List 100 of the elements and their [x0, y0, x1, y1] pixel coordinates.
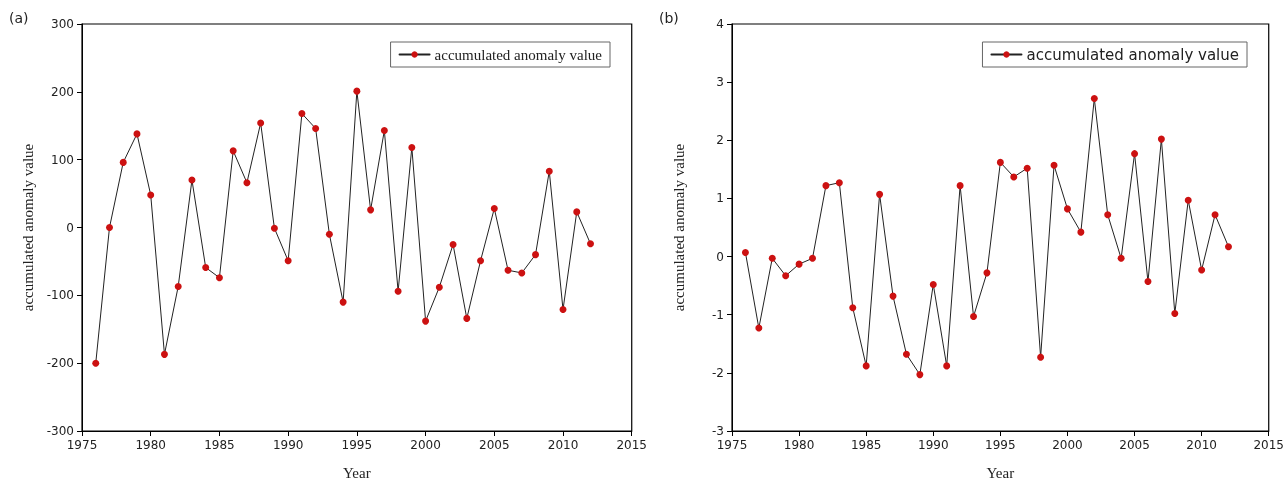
- point: [92, 359, 100, 367]
- point: [367, 206, 375, 214]
- point: [1184, 196, 1192, 204]
- point: [587, 240, 594, 248]
- point: [147, 191, 155, 199]
- point: [1144, 278, 1152, 286]
- point: [835, 179, 843, 187]
- point: [284, 257, 292, 265]
- point: [956, 182, 964, 190]
- point: [741, 249, 749, 256]
- point: [916, 371, 924, 379]
- x-tick-label: 2005: [1119, 438, 1150, 452]
- x-tick-label: 1980: [135, 438, 166, 452]
- point: [1117, 254, 1125, 262]
- y-tick-label: -3: [712, 424, 724, 438]
- point: [1010, 173, 1018, 181]
- point: [119, 158, 127, 166]
- point: [929, 280, 937, 288]
- y-tick-label: 2: [716, 133, 724, 148]
- point: [545, 167, 553, 175]
- y-tick-label: -1: [712, 307, 724, 322]
- point: [862, 362, 870, 370]
- point: [394, 287, 402, 295]
- x-tick-label: 2010: [547, 438, 579, 452]
- x-tick-label: 2005: [479, 438, 510, 452]
- y-tick-label: -2: [712, 365, 724, 380]
- x-tick-label: 1995: [985, 438, 1016, 452]
- point: [312, 124, 320, 132]
- point: [353, 87, 361, 95]
- point: [339, 298, 347, 306]
- y-tick-label: 300: [51, 17, 74, 31]
- chart-title: (a): [9, 10, 29, 26]
- point: [1023, 164, 1031, 172]
- point: [1090, 94, 1098, 102]
- point: [477, 257, 485, 265]
- x-axis-title: Year: [343, 464, 371, 481]
- x-tick-label: 1980: [783, 438, 815, 452]
- x-tick-label: 1985: [850, 438, 882, 452]
- point: [325, 230, 333, 238]
- point: [559, 306, 567, 314]
- y-tick-label: 1: [716, 191, 724, 206]
- point: [518, 269, 526, 277]
- x-tick-label: 1985: [204, 438, 235, 452]
- point: [229, 147, 237, 155]
- point: [243, 179, 251, 187]
- y-tick-label: 3: [716, 75, 724, 90]
- point: [1063, 205, 1071, 213]
- legend-label: accumulated anomaly value: [1026, 45, 1240, 64]
- y-tick-label: 100: [51, 152, 74, 167]
- x-axis-title: Year: [986, 464, 1015, 481]
- x-tick-label: 1975: [716, 438, 748, 452]
- point: [532, 251, 540, 259]
- point: [380, 127, 388, 134]
- point: [849, 304, 857, 312]
- x-tick-label: 2000: [410, 438, 441, 452]
- x-tick-label: 2000: [1052, 438, 1083, 452]
- point: [463, 314, 471, 322]
- point: [782, 272, 790, 280]
- point: [160, 350, 168, 358]
- point: [408, 143, 416, 151]
- point: [876, 190, 884, 198]
- chart-title: (b): [659, 10, 679, 26]
- point: [215, 274, 223, 282]
- y-tick-label: 0: [716, 249, 724, 264]
- point: [422, 317, 430, 325]
- x-tick-label: 1995: [341, 438, 373, 452]
- x-tick-label: 2010: [1186, 438, 1217, 452]
- point: [943, 362, 951, 370]
- x-tick-label: 2015: [1253, 438, 1284, 452]
- point: [449, 240, 457, 248]
- y-tick-label: -100: [46, 288, 74, 303]
- point: [1077, 228, 1085, 236]
- y-tick-label: -200: [46, 356, 74, 371]
- y-tick-label: 4: [716, 17, 724, 31]
- point: [1037, 353, 1045, 361]
- point: [435, 283, 443, 291]
- point: [105, 224, 113, 231]
- point: [1171, 310, 1179, 318]
- point: [902, 350, 910, 358]
- point: [573, 208, 581, 216]
- y-axis-title: accumulated anomaly value: [20, 143, 37, 312]
- point: [983, 269, 991, 277]
- point: [257, 119, 265, 127]
- x-tick-label: 1990: [918, 438, 949, 452]
- point: [768, 254, 776, 262]
- x-tick-label: 1990: [272, 438, 304, 452]
- point: [1198, 266, 1206, 274]
- point: [822, 182, 830, 190]
- point: [1050, 161, 1058, 169]
- x-tick-label: 2015: [616, 438, 647, 452]
- point: [1211, 211, 1219, 219]
- point: [1131, 150, 1139, 158]
- point: [490, 205, 498, 212]
- point: [202, 264, 210, 272]
- point: [1157, 135, 1165, 143]
- point: [755, 324, 763, 332]
- y-axis-title: accumulated anomaly value: [670, 143, 687, 312]
- point: [1224, 243, 1232, 251]
- point: [809, 254, 817, 262]
- x-tick-label: 1975: [66, 438, 98, 452]
